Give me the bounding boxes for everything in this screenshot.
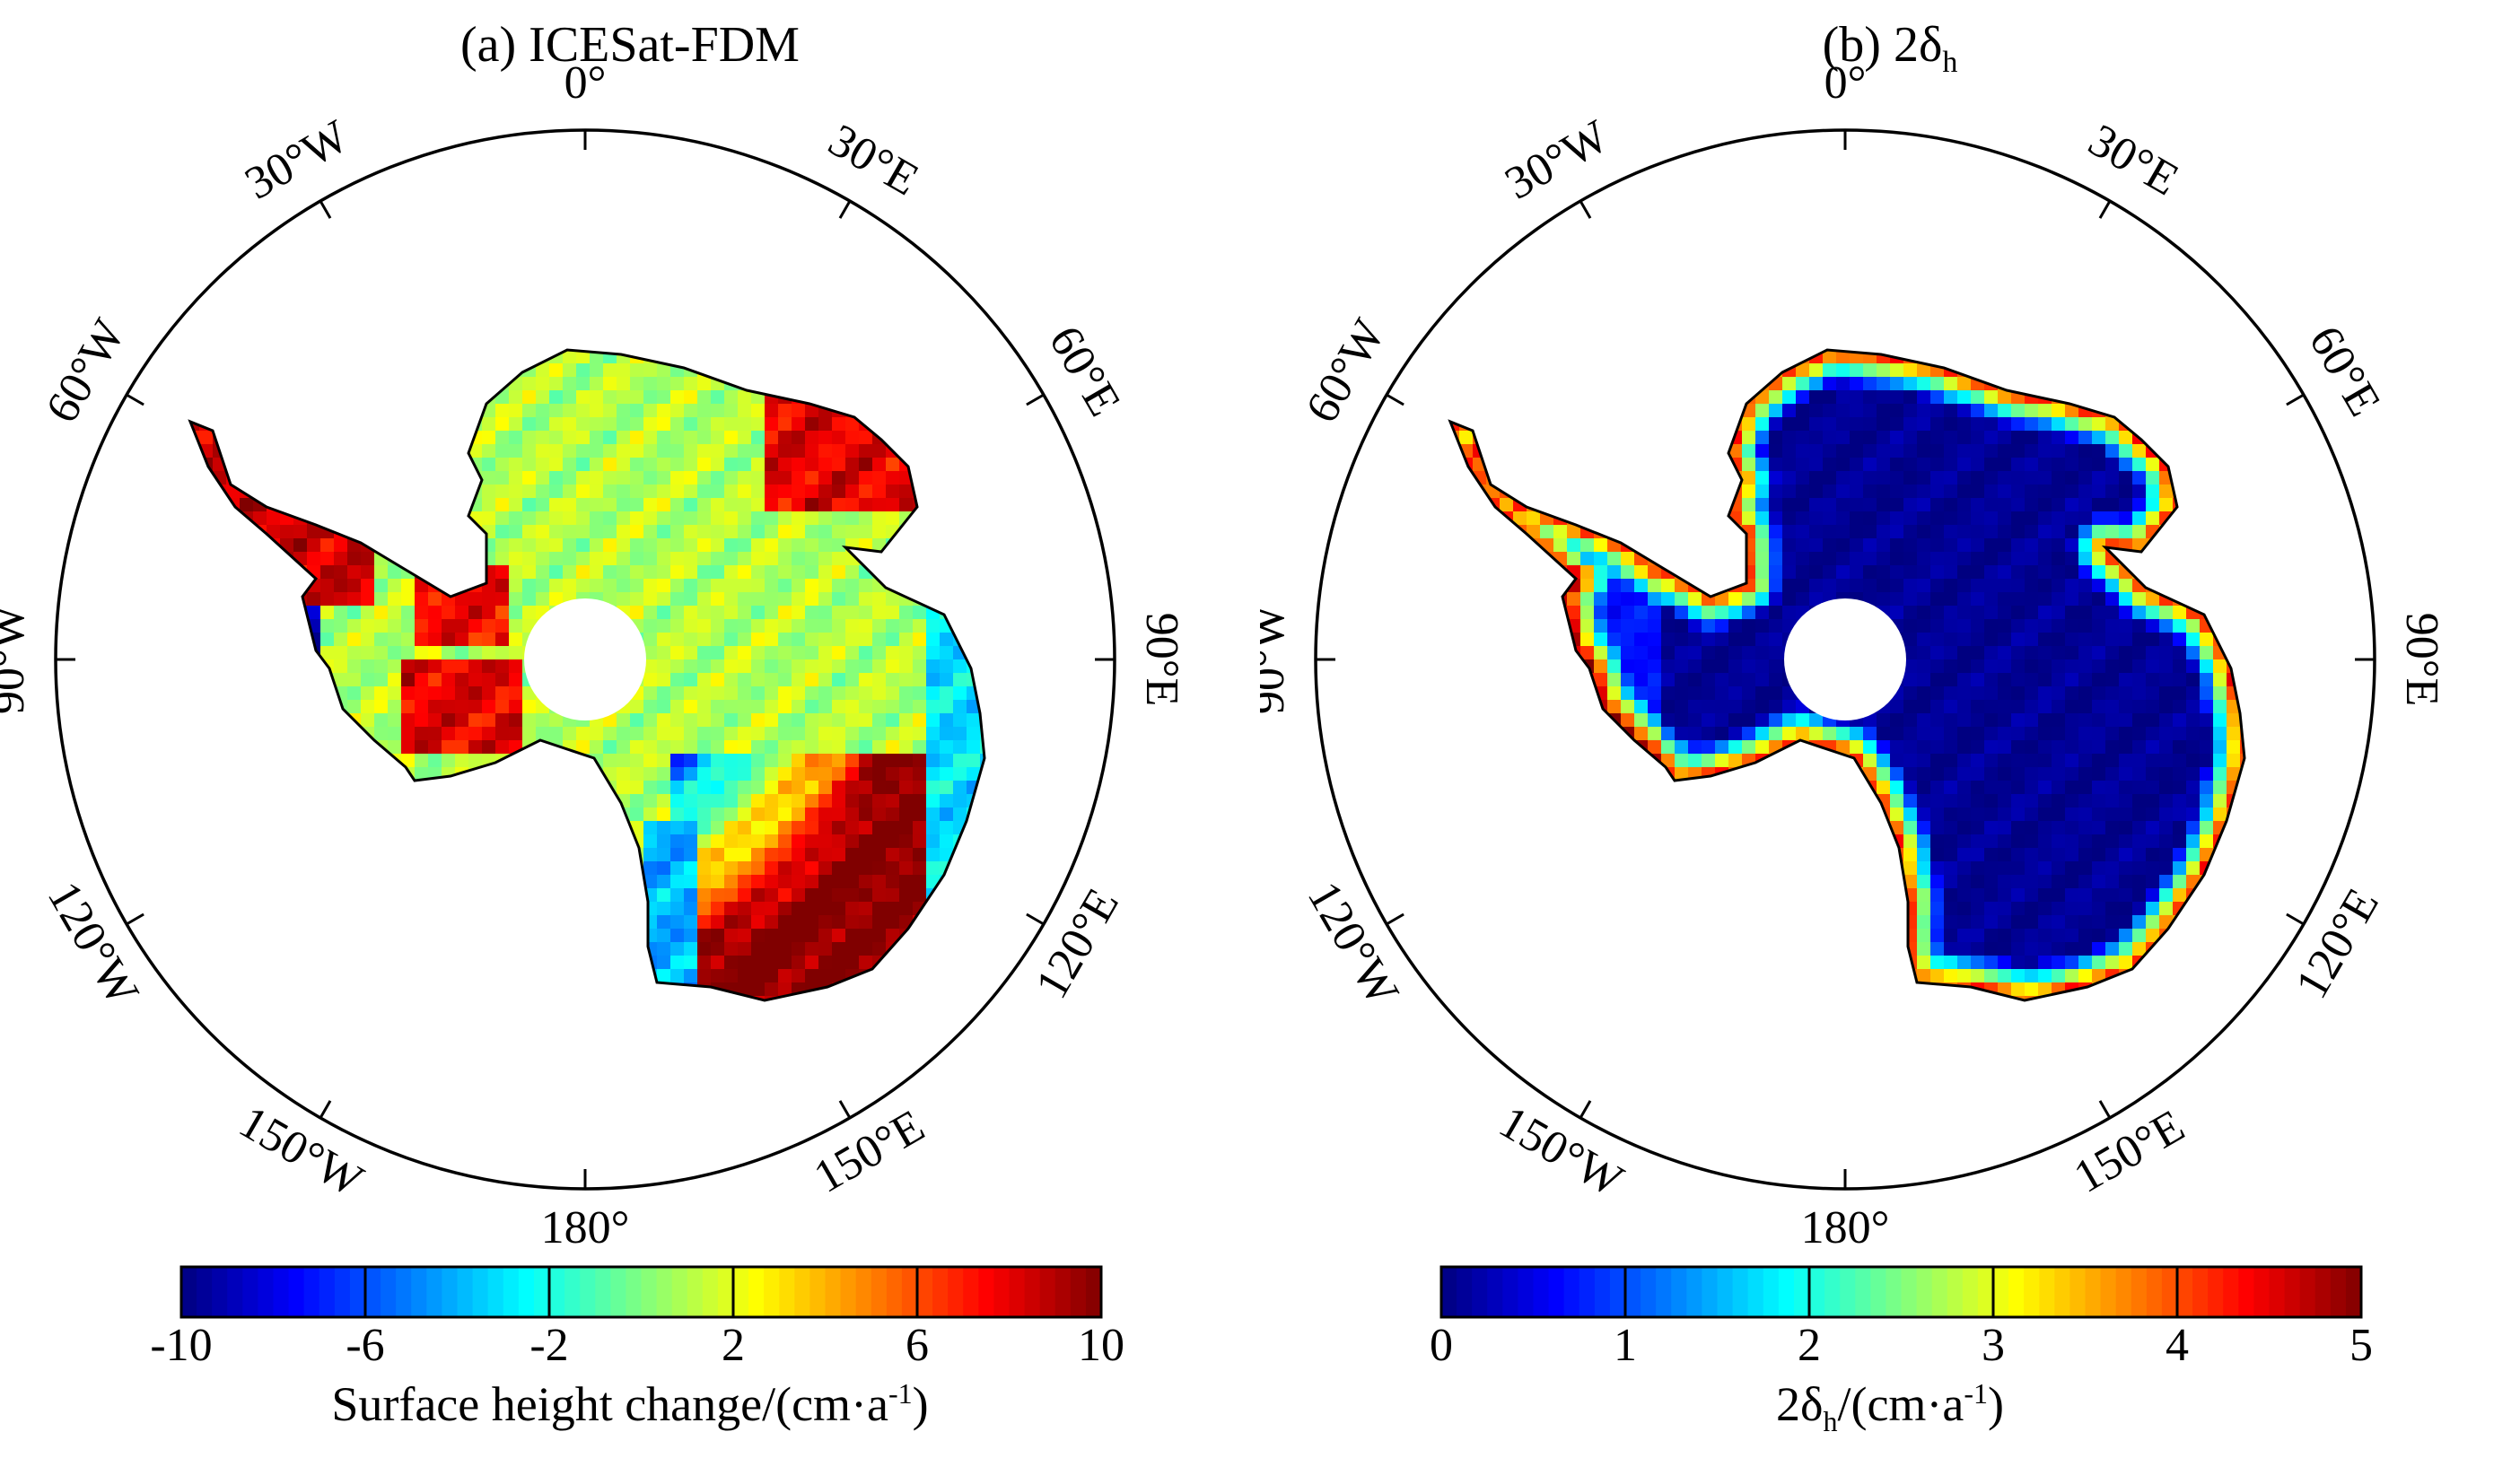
graticule-tick [319,1100,332,1119]
panel-b-map: 0°30°E60°E90°E120°E150°E180°150°W120°W90… [1260,57,2447,1371]
pole-hole [1784,598,1906,720]
graticule-label: 150°W [1491,1096,1632,1207]
graticule-label: 60°W [36,311,135,432]
panel-a-title-text: (a) ICESat-FDM [460,17,800,73]
colorbar-tick-label: 5 [2349,1320,2373,1371]
graticule-tick [2098,1100,2112,1119]
graticule-label: 0° [564,57,607,109]
graticule-tick [838,1100,852,1119]
coastline [188,348,986,1002]
graticule-tick [2098,200,2112,219]
panel-a-title: (a) ICESat-FDM [0,9,1260,81]
pole-hole [524,598,646,720]
graticule-tick [2286,912,2305,926]
panel-b-colorbar-label: 2δh/(cm·a-1) [1776,1377,2004,1437]
graticule-tick [1026,393,1045,406]
colorbar-tick-label: 1 [1614,1320,1637,1371]
colorbar-tick-label: 2 [722,1320,745,1371]
graticule-label: 30°W [1497,110,1617,209]
graticule-label: 150°W [231,1096,372,1207]
colorbar-tick-label: 0 [1430,1320,1453,1371]
panel-b-title-subscript: h [1942,46,1958,80]
graticule-tick [126,912,144,926]
graticule-label: 150°E [806,1100,933,1203]
graticule-label: 120°W [38,873,148,1014]
graticule-label: 180° [1801,1202,1890,1253]
graticule-label: 120°E [1026,880,1129,1008]
graticule-tick [838,200,852,219]
graticule-label: 90°W [1260,605,1294,714]
graticule-tick [2286,393,2305,406]
graticule-tick [1579,1100,1592,1119]
colorbar-tick-label: 6 [906,1320,929,1371]
graticule-tick [1026,912,1045,926]
panel-b-title: (b) 2δh [1260,9,2520,81]
graticule-tick [1386,393,1404,406]
colorbar-tick-label: -2 [529,1320,568,1371]
graticule-label: 90°W [0,605,34,714]
graticule-label: 120°E [2286,880,2389,1008]
colorbar-tick-label: -10 [150,1320,212,1371]
colorbar: -10 -6 -2 2 6 10 [150,1265,1124,1371]
graticule-label: 90°E [2396,613,2447,707]
coastline [1448,348,2246,1002]
panel-a-map: 0°30°E60°E90°E120°E150°E180°150°W120°W90… [0,57,1187,1371]
graticule-label: 0° [1824,57,1867,109]
panel-b-title-text: (b) 2δ [1822,17,1943,73]
panel-a-icesat-fdm: (a) ICESat-FDM 0° 30°E 60°E 90°E 120°E 150°E 1… [0,9,1260,1431]
colorbar-tick-label: 3 [1982,1320,2005,1371]
graticule-label: 150°E [2066,1100,2193,1203]
colorbar-tick-label: -6 [346,1320,384,1371]
graticule-label: 60°W [1296,311,1395,432]
graticule-label: 180° [541,1202,630,1253]
panel-b-uncertainty: (b) 2δh 0° 30°E 60°E 90°E 120°E 150°E 180° 150°… [1260,0,2520,1458]
colorbar-tick-label: 2 [1798,1320,1821,1371]
graticule-tick [1386,912,1404,926]
graticule-label: 120°W [1298,873,1408,1014]
colorbar-tick-label: 4 [2166,1320,2189,1371]
graticule-label: 90°E [1136,613,1187,707]
graticule-tick [126,393,144,406]
colorbar: 0 1 2 3 4 5 [1430,1265,2373,1371]
panel-a-colorbar-label: Surface height change/(cm·a-1) [331,1377,929,1431]
graticule-label: 30°W [237,110,357,209]
colorbar-tick-label: 10 [1078,1320,1124,1371]
graticule-tick [1579,200,1592,219]
graticule-tick [319,200,332,219]
